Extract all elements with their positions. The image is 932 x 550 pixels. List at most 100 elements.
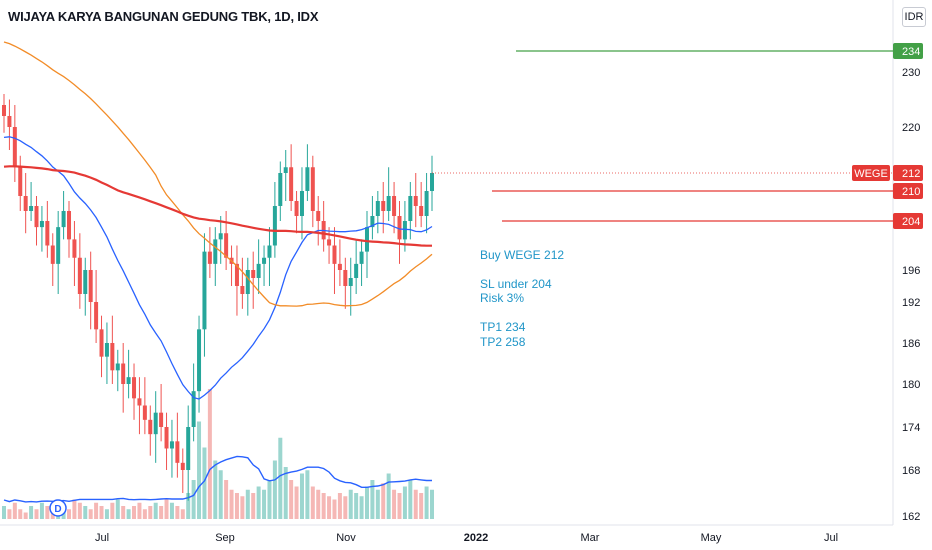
candle-body (251, 270, 256, 278)
candle-body (186, 427, 191, 470)
volume-bar (321, 493, 326, 519)
candle-body (67, 211, 72, 240)
candle-body (278, 173, 283, 206)
volume-bar (359, 496, 364, 519)
volume-bar (23, 512, 28, 519)
candle-body (305, 167, 310, 191)
price-badge-box (893, 165, 923, 181)
candle-body (61, 211, 66, 228)
candle-body (142, 405, 147, 420)
volume-bar (39, 502, 44, 519)
price-tick-label: 162 (902, 511, 920, 523)
volume-bar (305, 470, 310, 519)
candle-body (430, 173, 434, 191)
volume-bar (104, 509, 109, 519)
candle-body (180, 462, 185, 470)
candle-body (332, 245, 337, 264)
volume-bar (29, 506, 34, 519)
candle-body (299, 191, 304, 216)
price-badge-label: 204 (902, 216, 920, 228)
candle-body (310, 167, 315, 211)
candle-body (364, 227, 369, 252)
price-tick-label: 180 (902, 379, 920, 391)
candle-body (337, 263, 342, 270)
candle-body (408, 196, 413, 221)
candle-body (202, 251, 207, 330)
volume-bar (45, 506, 50, 519)
time-tick-label: Mar (581, 532, 600, 544)
volume-bar (386, 473, 391, 519)
volume-bar (7, 509, 12, 519)
symbol-badge: WEGE (852, 165, 890, 181)
volume-bar (115, 499, 120, 519)
time-tick-label: 2022 (464, 532, 488, 544)
volume-bar (99, 506, 104, 519)
ma-slow-line (3, 165, 432, 247)
price-tick-label: 220 (902, 122, 920, 134)
volume-bar (397, 493, 402, 519)
volume-bar (191, 480, 196, 519)
candle-body (2, 105, 6, 116)
price-badge-box (893, 43, 923, 59)
candle-body (262, 257, 267, 264)
price-badge-label: 212 (902, 168, 920, 180)
volume-bar (2, 506, 6, 519)
volume-bar (262, 489, 267, 519)
volume-bar (18, 509, 23, 519)
volume-bar (164, 499, 169, 519)
candle-body (126, 377, 131, 384)
candle-body (240, 286, 245, 294)
volume-bar (316, 489, 321, 519)
currency-button[interactable]: IDR (902, 7, 926, 27)
volume-bar (213, 460, 218, 519)
price-badge: 234 (893, 43, 923, 59)
volume-bar (245, 489, 250, 519)
chart-title: WIJAYA KARYA BANGUNAN GEDUNG TBK, 1D, ID… (8, 9, 319, 24)
candle-body (164, 427, 169, 449)
volume-bar (142, 509, 147, 519)
candle-body (245, 270, 250, 294)
volume-bar (197, 421, 202, 519)
candle-body (413, 196, 418, 206)
candle-body (34, 206, 39, 228)
time-tick-label: May (701, 532, 722, 544)
chart-grid (0, 0, 894, 526)
time-tick-label: Nov (336, 532, 356, 544)
candle-body (159, 412, 164, 427)
time-tick-label: Jul (824, 532, 838, 544)
price-axis: 162 168 174 180 186 192 196 220 230 234 212 210 204 (893, 43, 923, 523)
volume-bar (299, 473, 304, 519)
note-risk: Risk 3% (480, 291, 525, 305)
price-tick-label: 186 (902, 338, 920, 350)
price-badge: 210 (893, 183, 923, 199)
events-badge-letter: D (54, 504, 61, 515)
note-tp2: TP2 258 (480, 335, 526, 349)
volume-bars: D (2, 389, 434, 519)
volume-bar (402, 486, 407, 519)
candle-body (272, 206, 277, 246)
candle-body (354, 263, 359, 278)
candle-body (50, 245, 55, 264)
volume-bar (224, 480, 229, 519)
candle-body (234, 263, 239, 286)
volume-bar (413, 489, 418, 519)
candle-body (267, 245, 272, 258)
price-tick-label: 168 (902, 465, 920, 477)
time-tick-label: Sep (215, 532, 235, 544)
volume-bar (424, 486, 429, 519)
volume-bar (148, 506, 153, 519)
ma-mid-line (3, 41, 433, 307)
note-tp1: TP1 234 (480, 320, 526, 334)
volume-bar (337, 493, 342, 519)
candle-body (224, 233, 229, 258)
volume-bar (332, 499, 337, 519)
price-tick-label: 230 (902, 67, 920, 79)
candle-body (397, 216, 402, 240)
candle-body (104, 343, 109, 357)
candle-body (191, 391, 196, 427)
candle-body (419, 206, 424, 216)
volume-bar (240, 496, 245, 519)
volume-bar (310, 486, 315, 519)
volume-bar (202, 447, 207, 519)
